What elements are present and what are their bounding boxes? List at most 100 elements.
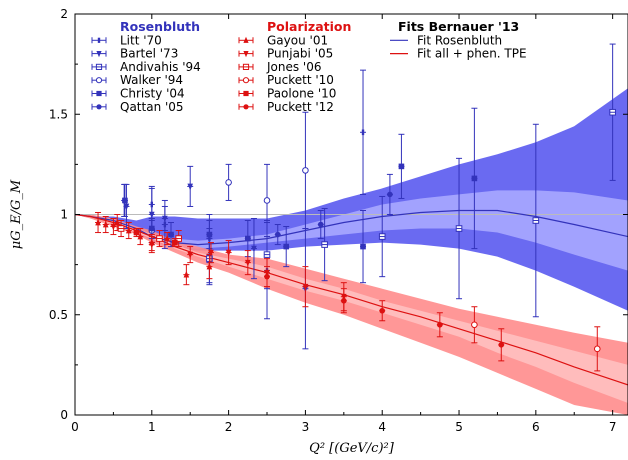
x-tick-label: 5: [455, 420, 463, 434]
data-point: [264, 266, 271, 288]
legend-marker: [243, 90, 249, 97]
x-tick-label: 6: [532, 420, 540, 434]
point-marker: [498, 342, 505, 348]
x-tick-label: 0: [71, 420, 79, 434]
x-tick-label: 2: [225, 420, 233, 434]
data-point: [161, 205, 168, 232]
point-marker: [398, 163, 405, 170]
data-point: [164, 232, 171, 246]
data-point: [206, 254, 213, 280]
point-marker: [378, 233, 386, 240]
legend-marker: [242, 63, 250, 71]
data-point: [360, 209, 367, 284]
legend-entry: Punjabi '05: [238, 47, 333, 61]
fit-band-outer-1: [75, 214, 628, 415]
data-point: [386, 173, 393, 215]
y-axis-label: μG_E/G_M: [9, 179, 24, 249]
legend-marker: [96, 104, 102, 110]
data-point: [225, 240, 232, 266]
point-marker: [532, 217, 540, 224]
legend-marker: [242, 77, 250, 84]
legend-group-title: Polarization: [267, 19, 351, 34]
legend-marker: [95, 63, 103, 71]
data-point: [148, 236, 155, 254]
point-marker: [172, 239, 178, 246]
data-point: [125, 222, 132, 240]
legend-marker: [243, 36, 249, 43]
x-tick-label: 1: [148, 420, 156, 434]
legend-entry: Gayou '01: [238, 33, 328, 47]
y-tick-label: 2: [60, 7, 68, 21]
point-marker: [302, 167, 309, 174]
data-point: [244, 250, 251, 276]
data-point: [609, 43, 616, 181]
point-marker: [187, 183, 194, 191]
point-marker: [387, 191, 393, 198]
legend-label: Jones '06: [266, 60, 322, 74]
point-marker: [133, 229, 140, 236]
legend-label: Fit Rosenbluth: [417, 33, 502, 47]
x-tick-label: 4: [378, 420, 386, 434]
point-marker: [283, 243, 290, 250]
data-point: [283, 226, 290, 268]
point-marker: [125, 226, 132, 234]
data-point: [168, 222, 175, 248]
axis-ticks: 0 1 2 3 4 5 6 7 0 0.5 1 1.5 2: [49, 7, 628, 434]
data-point: [183, 264, 190, 286]
legend-label: Qattan '05: [120, 100, 184, 114]
x-axis-label: Q² [(GeV/c)²]: [309, 441, 395, 456]
data-point: [263, 163, 271, 238]
legend-entry: Walker '94: [91, 73, 183, 87]
legend-entry: Andivahis '94: [91, 60, 201, 74]
data-point: [207, 242, 214, 264]
legend-entry: Jones '06: [238, 60, 322, 74]
legend-entry: Fit Rosenbluth: [390, 33, 502, 47]
point-marker: [455, 225, 463, 232]
point-marker: [302, 283, 309, 291]
data-point: [471, 107, 478, 250]
data-point: [436, 312, 443, 338]
point-marker: [187, 251, 194, 259]
data-point: [187, 165, 194, 207]
point-marker: [361, 129, 365, 136]
legend-label: Litt '70: [120, 33, 162, 47]
fit-line-1: [74, 213, 628, 386]
data-point: [532, 123, 540, 318]
data-point: [340, 288, 347, 314]
point-marker: [471, 175, 478, 182]
point-marker: [149, 211, 155, 219]
x-tick-label: 7: [609, 420, 617, 434]
legend-label: Gayou '01: [267, 33, 328, 47]
legend-label: Andivahis '94: [120, 60, 201, 74]
point-marker: [263, 197, 271, 204]
data-point: [274, 224, 281, 246]
point-marker: [274, 231, 281, 238]
point-marker: [251, 245, 257, 253]
data-point: [378, 195, 386, 278]
point-marker: [593, 345, 601, 353]
data-point: [321, 207, 328, 282]
legend-entry: Qattan '05: [91, 100, 184, 114]
data-point: [498, 328, 505, 362]
point-marker: [245, 235, 251, 242]
data-point: [471, 306, 478, 344]
point-marker: [110, 223, 117, 231]
point-marker: [183, 270, 190, 278]
point-marker: [609, 108, 616, 116]
legend-marker: [96, 51, 102, 58]
point-marker: [149, 225, 155, 232]
y-tick-label: 1: [60, 208, 68, 222]
point-marker: [95, 218, 101, 226]
point-marker: [264, 273, 270, 280]
legend-group-title: Fits Bernauer '13: [398, 19, 519, 34]
legend-entry: Bartel '73: [91, 47, 178, 61]
legend-entry: Fit all + phen. TPE: [390, 47, 527, 61]
point-marker: [341, 297, 347, 304]
y-tick-label: 1.5: [49, 107, 68, 121]
legend-entry: Puckett '10: [238, 73, 334, 87]
legend-entry: Christy '04: [91, 87, 185, 101]
data-point: [102, 216, 109, 234]
data-point: [187, 246, 194, 264]
legend-label: Puckett '12: [267, 100, 334, 114]
